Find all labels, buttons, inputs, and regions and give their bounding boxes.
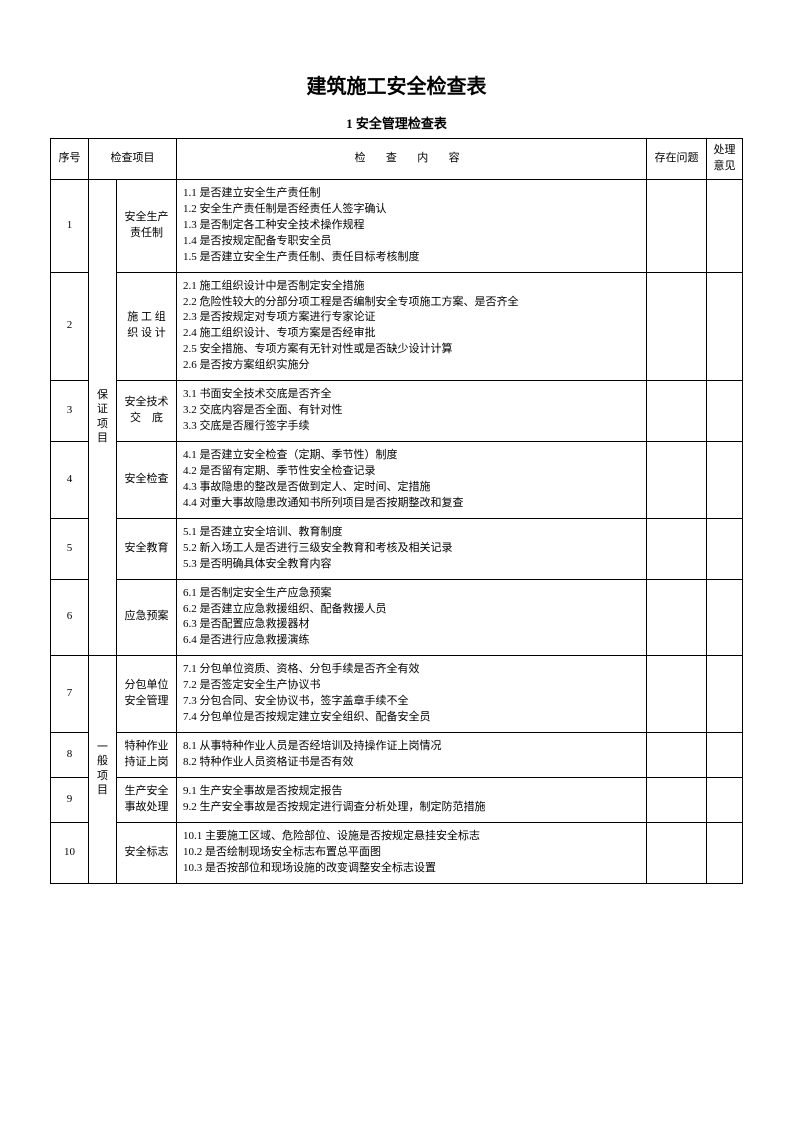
table-row: 8 特种作业持证上岗 8.1 从事特种作业人员是否经培训及持操作证上岗情况8.2… (51, 733, 743, 778)
seq-cell: 2 (51, 272, 89, 381)
issue-cell (647, 272, 707, 381)
opinion-cell (707, 656, 743, 733)
inspection-table: 序号 检查项目 检 查 内 容 存在问题 处理意见 1 保证项目 安全生产责任制… (50, 138, 743, 884)
content-cell: 5.1 是否建立安全培训、教育制度5.2 新入场工人是否进行三级安全教育和考核及… (177, 518, 647, 579)
table-row: 4 安全检查 4.1 是否建立安全检查（定期、季节性）制度4.2 是否留有定期、… (51, 442, 743, 519)
item-cell: 安全技术交 底 (117, 381, 177, 442)
issue-cell (647, 381, 707, 442)
content-cell: 1.1 是否建立安全生产责任制1.2 安全生产责任制是否经责任人签字确认1.3 … (177, 179, 647, 272)
category-cell: 一般项目 (89, 656, 117, 883)
content-cell: 8.1 从事特种作业人员是否经培训及持操作证上岗情况8.2 特种作业人员资格证书… (177, 733, 647, 778)
sub-title: 1 安全管理检查表 (50, 113, 743, 132)
header-issue: 存在问题 (647, 139, 707, 180)
content-cell: 7.1 分包单位资质、资格、分包手续是否齐全有效7.2 是否签定安全生产协议书7… (177, 656, 647, 733)
main-title: 建筑施工安全检查表 (50, 70, 743, 99)
item-cell: 安全教育 (117, 518, 177, 579)
header-opinion: 处理意见 (707, 139, 743, 180)
seq-cell: 3 (51, 381, 89, 442)
issue-cell (647, 442, 707, 519)
header-seq: 序号 (51, 139, 89, 180)
seq-cell: 7 (51, 656, 89, 733)
category-cell: 保证项目 (89, 179, 117, 655)
table-row: 7 一般项目 分包单位安全管理 7.1 分包单位资质、资格、分包手续是否齐全有效… (51, 656, 743, 733)
seq-cell: 4 (51, 442, 89, 519)
item-cell: 特种作业持证上岗 (117, 733, 177, 778)
opinion-cell (707, 733, 743, 778)
table-row: 9 生产安全事故处理 9.1 生产安全事故是否按规定报告9.2 生产安全事故是否… (51, 777, 743, 822)
item-cell: 安全检查 (117, 442, 177, 519)
opinion-cell (707, 381, 743, 442)
opinion-cell (707, 579, 743, 656)
header-content: 检 查 内 容 (177, 139, 647, 180)
item-cell: 分包单位安全管理 (117, 656, 177, 733)
issue-cell (647, 518, 707, 579)
item-cell: 生产安全事故处理 (117, 777, 177, 822)
content-cell: 2.1 施工组织设计中是否制定安全措施2.2 危险性较大的分部分项工程是否编制安… (177, 272, 647, 381)
issue-cell (647, 733, 707, 778)
content-cell: 4.1 是否建立安全检查（定期、季节性）制度4.2 是否留有定期、季节性安全检查… (177, 442, 647, 519)
table-row: 2 施 工 组 织 设 计 2.1 施工组织设计中是否制定安全措施2.2 危险性… (51, 272, 743, 381)
table-row: 10 安全标志 10.1 主要施工区域、危险部位、设施是否按规定悬挂安全标志10… (51, 822, 743, 883)
table-row: 6 应急预案 6.1 是否制定安全生产应急预案6.2 是否建立应急救援组织、配备… (51, 579, 743, 656)
content-cell: 10.1 主要施工区域、危险部位、设施是否按规定悬挂安全标志10.2 是否绘制现… (177, 822, 647, 883)
content-cell: 6.1 是否制定安全生产应急预案6.2 是否建立应急救援组织、配备救援人员6.3… (177, 579, 647, 656)
opinion-cell (707, 822, 743, 883)
issue-cell (647, 777, 707, 822)
seq-cell: 10 (51, 822, 89, 883)
table-row: 1 保证项目 安全生产责任制 1.1 是否建立安全生产责任制1.2 安全生产责任… (51, 179, 743, 272)
issue-cell (647, 822, 707, 883)
issue-cell (647, 179, 707, 272)
opinion-cell (707, 442, 743, 519)
issue-cell (647, 579, 707, 656)
item-cell: 安全标志 (117, 822, 177, 883)
item-cell: 安全生产责任制 (117, 179, 177, 272)
seq-cell: 5 (51, 518, 89, 579)
item-cell: 应急预案 (117, 579, 177, 656)
opinion-cell (707, 518, 743, 579)
table-row: 5 安全教育 5.1 是否建立安全培训、教育制度5.2 新入场工人是否进行三级安… (51, 518, 743, 579)
opinion-cell (707, 272, 743, 381)
header-row: 序号 检查项目 检 查 内 容 存在问题 处理意见 (51, 139, 743, 180)
issue-cell (647, 656, 707, 733)
content-cell: 3.1 书面安全技术交底是否齐全3.2 交底内容是否全面、有针对性3.3 交底是… (177, 381, 647, 442)
table-row: 3 安全技术交 底 3.1 书面安全技术交底是否齐全3.2 交底内容是否全面、有… (51, 381, 743, 442)
seq-cell: 1 (51, 179, 89, 272)
opinion-cell (707, 777, 743, 822)
item-cell: 施 工 组 织 设 计 (117, 272, 177, 381)
seq-cell: 6 (51, 579, 89, 656)
header-item: 检查项目 (89, 139, 177, 180)
opinion-cell (707, 179, 743, 272)
content-cell: 9.1 生产安全事故是否按规定报告9.2 生产安全事故是否按规定进行调查分析处理… (177, 777, 647, 822)
seq-cell: 9 (51, 777, 89, 822)
seq-cell: 8 (51, 733, 89, 778)
